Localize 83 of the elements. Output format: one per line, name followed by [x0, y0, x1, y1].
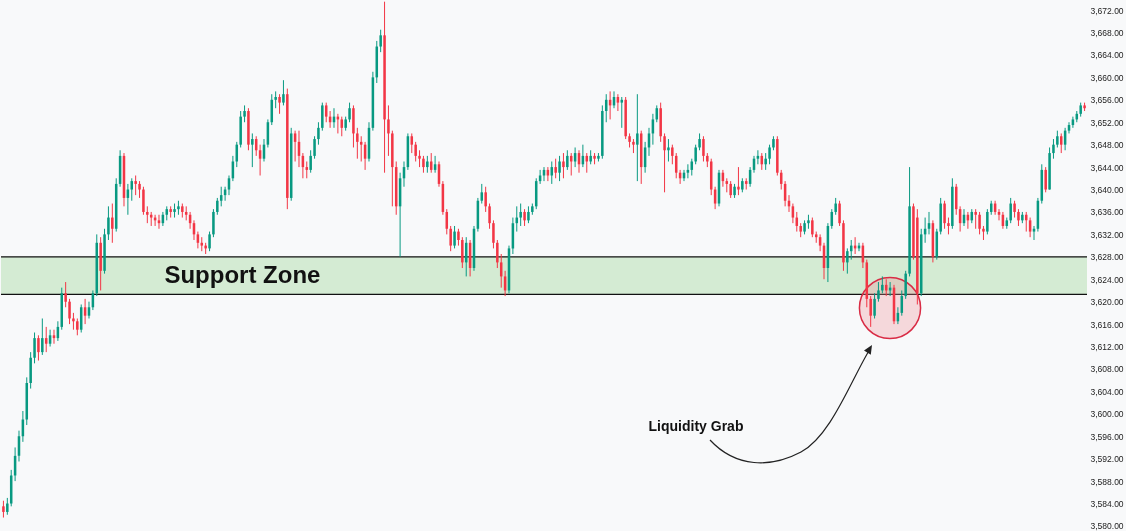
candlestick [811, 217, 814, 238]
candlestick [1052, 138, 1055, 160]
candlestick [869, 295, 872, 328]
y-tick-label: 3,624.00 [1090, 274, 1124, 285]
y-tick-label: 3,616.00 [1090, 319, 1124, 330]
candlestick [41, 317, 44, 356]
candlestick [212, 208, 215, 238]
y-tick-label: 3,644.00 [1090, 162, 1124, 173]
candlestick [519, 203, 522, 227]
candlestick [282, 79, 285, 106]
candlestick [768, 144, 771, 165]
candlestick [702, 135, 705, 162]
candlestick [488, 203, 491, 230]
candlestick [1009, 197, 1012, 224]
y-tick-label: 3,620.00 [1090, 297, 1124, 308]
candlestick [877, 281, 880, 303]
y-tick-label: 3,652.00 [1090, 117, 1124, 128]
candlestick [37, 334, 40, 362]
candlestick [943, 200, 946, 230]
candlestick [566, 149, 569, 171]
candlestick [986, 208, 989, 235]
candlestick [321, 102, 324, 132]
y-tick-label: 3,592.00 [1090, 454, 1124, 465]
y-tick-label: 3,664.00 [1090, 50, 1124, 61]
y-tick-label: 3,596.00 [1090, 431, 1124, 442]
candlestick [636, 93, 639, 182]
candlestick [453, 225, 456, 249]
candlestick [974, 208, 977, 230]
candlestick [562, 152, 565, 179]
candlestick [904, 270, 907, 300]
candlestick [278, 93, 281, 115]
candlestick [496, 239, 499, 269]
band-label: Support Zone [164, 260, 321, 288]
y-tick-label: 3,600.00 [1090, 409, 1124, 420]
candlestick [309, 149, 312, 174]
candlestick [667, 138, 670, 162]
candlestick [492, 219, 495, 249]
candlestick [313, 135, 316, 160]
y-tick-label: 3,584.00 [1090, 499, 1124, 510]
y-tick-label: 3,588.00 [1090, 476, 1124, 487]
candlestick [694, 144, 697, 165]
candlestick [64, 281, 67, 308]
candlestick [317, 121, 320, 146]
candlestick [978, 211, 981, 235]
candlestick [251, 132, 254, 168]
candlestick [484, 186, 487, 213]
candlestick [111, 203, 114, 244]
y-tick-label: 3,612.00 [1090, 342, 1124, 353]
candlestick [737, 166, 740, 196]
candlestick [68, 298, 71, 325]
y-tick-label: 3,632.00 [1090, 229, 1124, 240]
candlestick [558, 155, 561, 182]
candlestick [873, 292, 876, 319]
candlestick [461, 236, 464, 269]
candlestick [387, 104, 390, 157]
candlestick [33, 332, 36, 364]
y-tick-label: 3,660.00 [1090, 72, 1124, 83]
candlestick [142, 186, 145, 216]
y-tick-label: 3,628.00 [1090, 252, 1124, 263]
candlestick [379, 29, 382, 53]
y-tick-label: 3,640.00 [1090, 185, 1124, 196]
candlestick [846, 247, 849, 275]
y-tick-label: 3,672.00 [1090, 5, 1124, 16]
y-tick-label: 3,580.00 [1090, 521, 1124, 531]
y-tick-label: 3,608.00 [1090, 364, 1124, 375]
y-tick-label: 3,648.00 [1090, 140, 1124, 151]
y-tick-label: 3,656.00 [1090, 95, 1124, 106]
candlestick [671, 144, 674, 165]
candlestick [107, 205, 110, 241]
candlestick [414, 141, 417, 162]
candlestick [838, 200, 841, 227]
y-tick-label: 3,604.00 [1090, 386, 1124, 397]
candlestick [663, 132, 666, 193]
y-tick-label: 3,668.00 [1090, 28, 1124, 39]
y-tick-label: 3,636.00 [1090, 207, 1124, 218]
candlestick [449, 225, 452, 252]
candlestick [134, 175, 137, 196]
candlestick [348, 102, 351, 123]
candlestick [554, 158, 557, 179]
annotation: Liquidity Grab [648, 418, 744, 434]
candlestick [356, 127, 359, 160]
candlestick [208, 231, 211, 252]
candlestick [1044, 166, 1047, 193]
